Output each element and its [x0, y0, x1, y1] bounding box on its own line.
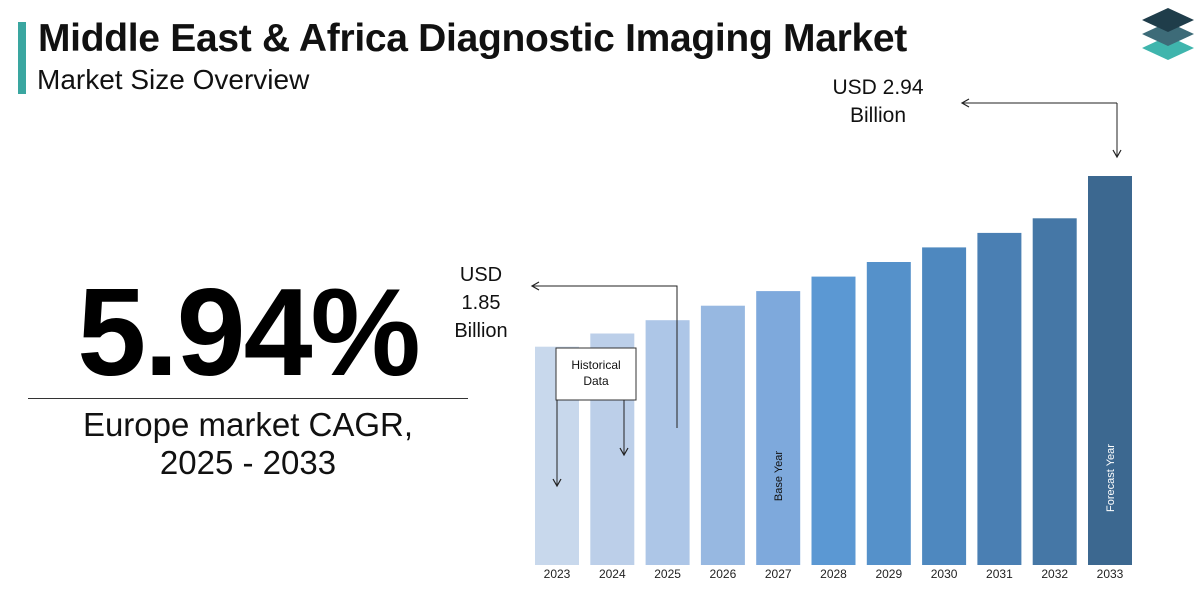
- forecast-value-line2: Billion: [850, 104, 906, 127]
- bar-2030: [922, 247, 967, 565]
- x-tick-2031: 2031: [986, 567, 1013, 581]
- stacked-layers-icon: [1142, 8, 1194, 60]
- x-tick-2030: 2030: [931, 567, 958, 581]
- base-value-arrow: [530, 281, 678, 428]
- x-tick-2026: 2026: [710, 567, 737, 581]
- cagr-caption-line2: 2025 - 2033: [159, 444, 337, 481]
- cagr-caption-line1: Europe market CAGR,: [82, 406, 414, 443]
- x-tick-2033: 2033: [1097, 567, 1124, 581]
- x-tick-2023: 2023: [544, 567, 571, 581]
- cagr-value: 5.94%: [77, 264, 421, 402]
- bar-2027: [756, 291, 801, 565]
- x-tick-2032: 2032: [1041, 567, 1068, 581]
- base-value-line1: USD: [460, 264, 502, 286]
- stat-divider: [28, 398, 468, 399]
- bar-2032: [1032, 218, 1077, 566]
- bar-2033: [1088, 176, 1132, 565]
- bar-2031: [977, 232, 1022, 565]
- title-accent-bar: [18, 22, 26, 94]
- bar-label-2027: Base Year: [773, 451, 785, 501]
- bar-2028: [811, 276, 856, 565]
- bar-2025: [645, 320, 690, 565]
- x-tick-2025: 2025: [654, 567, 681, 581]
- page-title: Middle East & Africa Diagnostic Imaging …: [38, 17, 907, 60]
- x-tick-2024: 2024: [599, 567, 626, 581]
- historical-data-box: [555, 347, 637, 401]
- bar-label-2033: Forecast Year: [1105, 444, 1117, 512]
- base-value-line2: 1.85: [462, 292, 501, 314]
- x-tick-2028: 2028: [820, 567, 847, 581]
- forecast-value-line1: USD 2.94: [832, 76, 923, 99]
- x-tick-2027: 2027: [765, 567, 792, 581]
- bar-2026: [700, 305, 745, 565]
- base-value-line3: Billion: [454, 320, 507, 342]
- historical-label-line1: Historical: [571, 358, 620, 372]
- cagr-caption: Europe market CAGR, 2025 - 2033: [28, 406, 468, 482]
- page-subtitle: Market Size Overview: [37, 64, 310, 95]
- bar-2029: [866, 262, 911, 565]
- historical-label-line2: Data: [583, 374, 609, 388]
- x-tick-2029: 2029: [875, 567, 902, 581]
